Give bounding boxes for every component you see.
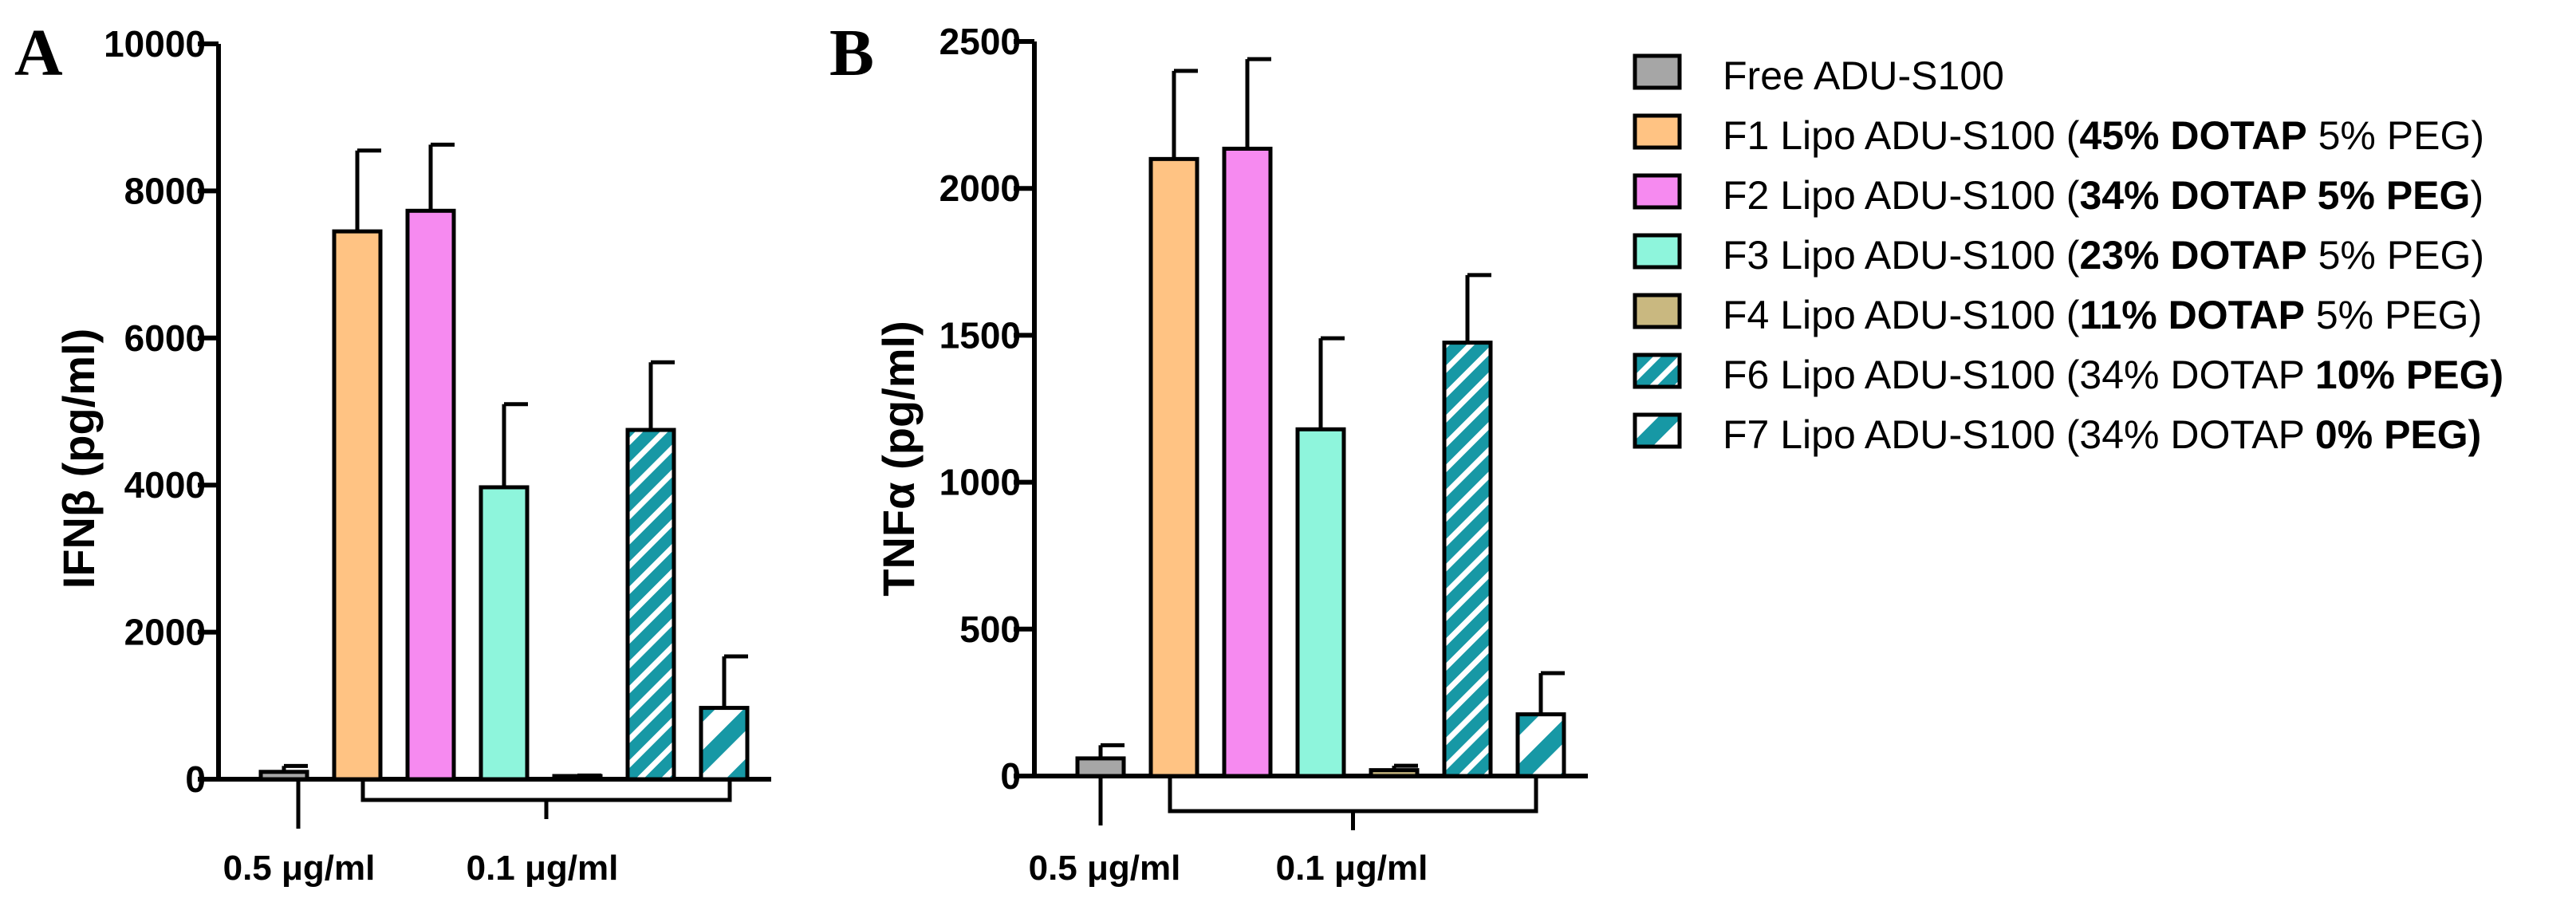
bar-3 bbox=[405, 208, 456, 782]
legend-label: F2 Lipo ADU-S100 (34% DOTAP 5% PEG) bbox=[1723, 173, 2483, 218]
legend-label: F6 Lipo ADU-S100 (34% DOTAP 10% PEG) bbox=[1723, 353, 2503, 397]
bar-6 bbox=[625, 427, 676, 782]
legend-swatch bbox=[1633, 293, 1682, 329]
legend-item-2: F1 Lipo ADU-S100 (45% DOTAP 5% PEG) bbox=[1633, 113, 2484, 158]
error-bar-5 bbox=[1392, 763, 1418, 770]
bar-4 bbox=[479, 485, 530, 782]
error-bar-3 bbox=[1245, 57, 1271, 149]
bar-6 bbox=[1442, 341, 1493, 778]
legend-item-4: F3 Lipo ADU-S100 (23% DOTAP 5% PEG) bbox=[1633, 233, 2484, 278]
legend-label: F1 Lipo ADU-S100 (45% DOTAP 5% PEG) bbox=[1723, 113, 2484, 158]
legend-item-5: F4 Lipo ADU-S100 (11% DOTAP 5% PEG) bbox=[1633, 293, 2482, 337]
bar-1 bbox=[1075, 756, 1126, 778]
group-label-0-1: 0.1 μg/ml bbox=[467, 849, 619, 888]
error-bar-2 bbox=[355, 148, 381, 232]
bars bbox=[1075, 57, 1566, 778]
y-tick-label: 2500 bbox=[939, 21, 1021, 62]
group-bracket-0-1 bbox=[1168, 776, 1538, 830]
panel-letter-a: A bbox=[14, 16, 63, 90]
legend-item-6: F6 Lipo ADU-S100 (34% DOTAP 10% PEG) bbox=[1633, 353, 2503, 397]
bar-5 bbox=[1369, 768, 1420, 778]
y-tick-label: 1500 bbox=[939, 314, 1021, 356]
panel-a: A IFNβ (pg/ml) 0 2000 4000 6000 8000 10000 0.… bbox=[14, 16, 771, 888]
error-bar-3 bbox=[428, 142, 455, 211]
legend-swatch bbox=[1633, 53, 1682, 90]
error-bar-6 bbox=[648, 360, 675, 431]
y-tick-label: 10000 bbox=[104, 23, 206, 65]
axes: 0 2000 4000 6000 8000 10000 bbox=[104, 23, 771, 829]
y-axis-label: IFNβ (pg/ml) bbox=[53, 329, 104, 589]
y-tick-label: 0 bbox=[185, 758, 206, 800]
legend-label: F7 Lipo ADU-S100 (34% DOTAP 0% PEG) bbox=[1723, 412, 2481, 457]
bar-2 bbox=[1148, 156, 1199, 778]
error-bar-4 bbox=[502, 402, 528, 487]
legend-swatch bbox=[1633, 353, 1682, 389]
y-tick-label: 500 bbox=[959, 609, 1021, 650]
legend-swatch bbox=[1633, 412, 1682, 449]
bars bbox=[258, 142, 750, 782]
legend-label: F3 Lipo ADU-S100 (23% DOTAP 5% PEG) bbox=[1723, 233, 2484, 278]
y-tick-label: 1000 bbox=[939, 462, 1021, 503]
bar-2 bbox=[332, 229, 383, 782]
bar-7 bbox=[699, 706, 750, 782]
y-tick-label: 2000 bbox=[124, 612, 206, 653]
y-tick-label: 8000 bbox=[124, 170, 206, 211]
error-bar-4 bbox=[1318, 336, 1345, 430]
group-bracket-0-1 bbox=[360, 779, 732, 819]
panel-b: B TNFα (pg/ml) 0 500 1000 1500 2000 2500 0.5 … bbox=[829, 16, 1588, 888]
error-bar-5 bbox=[575, 773, 601, 778]
y-tick-label: 4000 bbox=[124, 464, 206, 506]
legend-swatch bbox=[1633, 233, 1682, 270]
legend-swatch bbox=[1633, 173, 1682, 210]
legend-label: Free ADU-S100 bbox=[1723, 53, 2004, 98]
legend-item-3: F2 Lipo ADU-S100 (34% DOTAP 5% PEG) bbox=[1633, 173, 2483, 218]
legend-item-7: F7 Lipo ADU-S100 (34% DOTAP 0% PEG) bbox=[1633, 412, 2481, 457]
error-bar-7 bbox=[722, 654, 748, 708]
group-label-0-5: 0.5 μg/ml bbox=[1029, 849, 1181, 888]
error-bar-1 bbox=[282, 763, 308, 772]
y-tick-label: 0 bbox=[1000, 755, 1021, 797]
bar-3 bbox=[1222, 146, 1273, 778]
axes: 0 500 1000 1500 2000 2500 bbox=[939, 21, 1588, 830]
error-bar-7 bbox=[1538, 671, 1565, 715]
y-axis-label: TNFα (pg/ml) bbox=[873, 321, 924, 596]
legend: Free ADU-S100 F1 Lipo ADU-S100 (45% DOTAP… bbox=[1633, 53, 2503, 457]
panel-letter-b: B bbox=[829, 16, 874, 90]
bar-4 bbox=[1295, 427, 1346, 778]
bar-7 bbox=[1515, 712, 1566, 778]
group-label-0-5: 0.5 μg/ml bbox=[223, 849, 376, 888]
y-tick-label: 2000 bbox=[939, 167, 1021, 209]
legend-label: F4 Lipo ADU-S100 (11% DOTAP 5% PEG) bbox=[1723, 293, 2482, 337]
legend-item-1: Free ADU-S100 bbox=[1633, 53, 2004, 98]
error-bar-2 bbox=[1172, 69, 1198, 160]
error-bar-6 bbox=[1465, 273, 1491, 343]
legend-swatch bbox=[1633, 113, 1682, 150]
bar-1 bbox=[258, 770, 309, 782]
group-label-0-1: 0.1 μg/ml bbox=[1276, 849, 1428, 888]
error-bar-1 bbox=[1098, 743, 1125, 758]
y-tick-label: 6000 bbox=[124, 317, 206, 359]
